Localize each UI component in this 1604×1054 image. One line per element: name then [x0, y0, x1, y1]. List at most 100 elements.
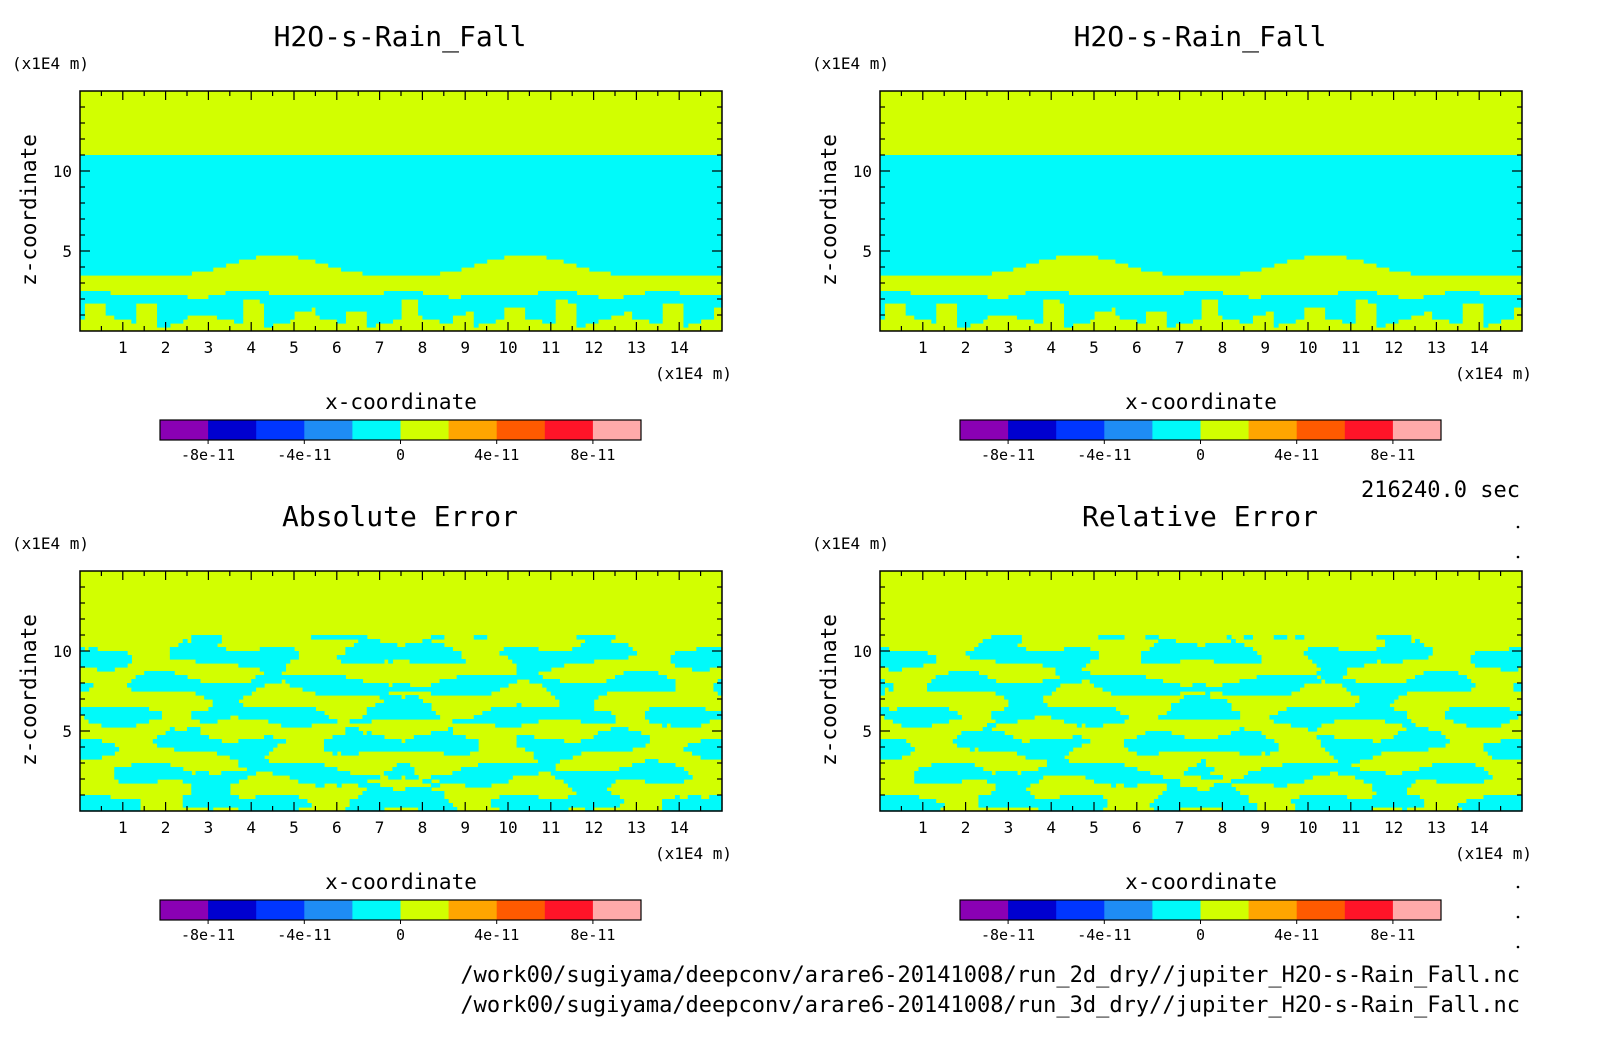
heatmap-cell: [323, 747, 479, 752]
heatmap-cell: [345, 731, 364, 736]
heatmap-cell: [80, 687, 90, 692]
heatmap-cell: [195, 771, 209, 776]
heatmap-cell: [559, 703, 595, 708]
heatmap-cell: [1153, 807, 1181, 812]
heatmap-cell: [696, 647, 723, 652]
x-tick-label: 6: [332, 338, 342, 357]
heatmap-cell: [452, 771, 539, 776]
colorbar-swatch: [544, 420, 594, 440]
heatmap-cell: [880, 707, 890, 712]
heatmap-cell: [1239, 751, 1262, 756]
heatmap-cell: [516, 671, 539, 676]
heatmap-cell: [1432, 311, 1463, 316]
heatmap-cell: [1205, 691, 1211, 696]
heatmap-cell: [289, 683, 389, 688]
heatmap-cell: [456, 675, 543, 680]
heatmap-cell: [880, 187, 1523, 192]
x-tick-label: 8: [418, 338, 428, 357]
heatmap-cell: [396, 763, 411, 768]
heatmap-cell: [537, 291, 578, 296]
heatmap-cell: [452, 719, 539, 724]
heatmap-cell: [957, 303, 1044, 308]
heatmap-cell: [516, 739, 565, 744]
colorbar-swatch: [1296, 900, 1346, 920]
heatmap-cell: [1218, 735, 1266, 740]
heatmap-cell: [1376, 323, 1386, 328]
heatmap-cell: [1432, 315, 1463, 320]
heatmap-cell: [1457, 803, 1523, 808]
x-tick-label: 1: [918, 338, 928, 357]
heatmap-cell: [880, 799, 937, 804]
heatmap-cell: [80, 223, 723, 228]
heatmap-cell: [880, 315, 885, 320]
heatmap-cell: [1102, 687, 1301, 692]
x-tick-label: 9: [1260, 818, 1270, 837]
heatmap-cell: [644, 715, 723, 720]
heatmap-cell: [991, 791, 1031, 796]
heatmap-cell: [1419, 767, 1485, 772]
heatmap-cell: [358, 783, 381, 788]
heatmap-cell: [644, 291, 680, 296]
heatmap-cell: [897, 707, 950, 712]
heatmap-cell: [499, 795, 539, 800]
heatmap-cell: [1064, 319, 1091, 324]
x-unit-label: (x1E4 m): [1455, 844, 1532, 863]
heatmap-cell: [880, 159, 1523, 164]
heatmap-cell: [662, 723, 667, 728]
heatmap-cell: [191, 715, 231, 720]
heatmap-cell: [131, 763, 171, 768]
colorbar-swatch: [352, 420, 401, 440]
heatmap-cell: [880, 243, 1523, 248]
colorbar-swatch: [1008, 900, 1057, 920]
colorbar-swatch: [1200, 900, 1249, 920]
heatmap-cell: [157, 307, 244, 312]
heatmap-cell: [135, 675, 188, 680]
heatmap-cell: [1415, 675, 1467, 680]
heatmap-cell: [529, 679, 560, 684]
heatmap-cell: [478, 763, 556, 768]
heatmap-cell: [1359, 695, 1399, 700]
heatmap-cell: [182, 639, 188, 644]
heatmap-cell: [914, 779, 962, 784]
heatmap-cell: [238, 739, 287, 744]
heatmap-cell: [1393, 735, 1446, 740]
heatmap-cell: [880, 751, 911, 756]
heatmap-cell: [1329, 751, 1382, 756]
x-tick-label: 4: [246, 818, 256, 837]
heatmap-cell: [927, 687, 1057, 692]
heatmap-cell: [1325, 679, 1356, 684]
heatmap-cell: [1483, 307, 1515, 312]
heatmap-cell: [1218, 303, 1356, 308]
heatmap-cell: [901, 723, 932, 728]
x-unit-label: (x1E4 m): [655, 844, 732, 863]
heatmap-cell: [880, 223, 1523, 228]
colorbar-swatch: [496, 900, 546, 920]
heatmap-cell: [80, 743, 115, 748]
heatmap-cell: [80, 795, 111, 800]
heatmap-cell: [80, 239, 723, 244]
heatmap-cell: [1166, 319, 1194, 324]
heatmap-cell: [1042, 663, 1087, 668]
heatmap-cell: [1299, 795, 1348, 800]
heatmap-cell: [430, 683, 509, 688]
heatmap-cell: [1021, 771, 1151, 776]
heatmap-cell: [114, 771, 192, 776]
heatmap-cell: [1179, 699, 1228, 704]
heatmap-cell: [516, 663, 565, 668]
heatmap-cell: [127, 683, 265, 688]
x-tick-label: 10: [1298, 818, 1317, 837]
heatmap-cell: [460, 295, 599, 300]
heatmap-cell: [379, 695, 402, 700]
heatmap-cell: [1038, 767, 1138, 772]
colorbar-tick-label: -8e-11: [981, 446, 1035, 464]
heatmap-cell: [1243, 775, 1313, 780]
heatmap-cell: [1111, 691, 1181, 696]
heatmap-cell: [1337, 291, 1378, 296]
heatmap-cell: [1119, 315, 1146, 320]
heatmap-cell: [1136, 735, 1185, 740]
heatmap-cell: [80, 803, 141, 808]
heatmap-cell: [880, 683, 894, 688]
y-axis-label: z-coordinate: [817, 134, 841, 286]
heatmap-cell: [264, 311, 295, 316]
